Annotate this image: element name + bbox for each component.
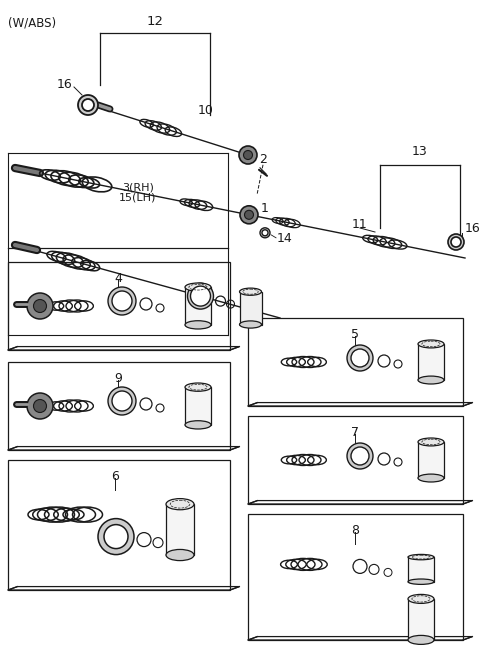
Circle shape: [34, 300, 47, 312]
Bar: [248, 318, 463, 406]
Circle shape: [351, 447, 369, 465]
Ellipse shape: [166, 499, 194, 510]
Bar: [408, 599, 434, 640]
Circle shape: [260, 228, 270, 238]
Text: 10: 10: [198, 104, 214, 117]
Circle shape: [108, 387, 136, 415]
Circle shape: [112, 291, 132, 311]
Circle shape: [351, 349, 369, 367]
Ellipse shape: [185, 383, 211, 391]
Bar: [8, 362, 230, 450]
Text: 5: 5: [351, 328, 359, 341]
Ellipse shape: [418, 340, 444, 348]
Ellipse shape: [408, 554, 434, 560]
Bar: [418, 344, 444, 380]
Bar: [185, 387, 211, 425]
Text: (W/ABS): (W/ABS): [8, 16, 56, 29]
Circle shape: [34, 400, 47, 413]
Text: 8: 8: [351, 524, 359, 537]
Bar: [185, 287, 211, 325]
Text: 14: 14: [277, 232, 293, 245]
Ellipse shape: [418, 438, 444, 446]
Circle shape: [451, 237, 461, 247]
Text: 11: 11: [352, 218, 368, 230]
Text: 2: 2: [259, 154, 267, 167]
Text: 16: 16: [57, 77, 73, 91]
Text: 6: 6: [111, 470, 119, 483]
Text: 4: 4: [114, 272, 122, 285]
Text: 3(RH): 3(RH): [122, 183, 154, 193]
Circle shape: [347, 443, 373, 469]
Circle shape: [188, 283, 214, 309]
Circle shape: [27, 393, 53, 419]
Ellipse shape: [166, 550, 194, 561]
Circle shape: [347, 345, 373, 371]
Bar: [418, 442, 444, 478]
Ellipse shape: [408, 594, 434, 604]
Text: 7: 7: [351, 426, 359, 439]
Text: 12: 12: [146, 15, 164, 28]
Ellipse shape: [408, 636, 434, 644]
Bar: [240, 292, 262, 325]
Circle shape: [243, 150, 252, 159]
Circle shape: [27, 293, 53, 319]
Circle shape: [104, 525, 128, 548]
Circle shape: [112, 391, 132, 411]
Bar: [8, 460, 230, 590]
Circle shape: [78, 95, 98, 115]
Text: 1: 1: [261, 202, 269, 215]
Text: 15(LH): 15(LH): [120, 193, 156, 203]
Bar: [248, 416, 463, 504]
Circle shape: [244, 211, 253, 219]
Circle shape: [98, 519, 134, 554]
Circle shape: [262, 230, 268, 236]
Bar: [408, 557, 434, 582]
Text: 9: 9: [114, 372, 122, 385]
Ellipse shape: [185, 420, 211, 429]
Ellipse shape: [408, 579, 434, 584]
Circle shape: [82, 99, 94, 111]
Text: 16: 16: [465, 222, 480, 234]
Ellipse shape: [418, 376, 444, 384]
Ellipse shape: [240, 321, 262, 328]
Bar: [248, 514, 463, 640]
Circle shape: [191, 286, 211, 306]
Circle shape: [240, 206, 258, 224]
Ellipse shape: [240, 288, 262, 295]
Bar: [166, 504, 194, 555]
Ellipse shape: [185, 321, 211, 329]
Ellipse shape: [418, 474, 444, 482]
Circle shape: [448, 234, 464, 250]
Text: 13: 13: [412, 145, 428, 158]
Bar: [8, 262, 230, 350]
Circle shape: [239, 146, 257, 164]
Circle shape: [108, 287, 136, 315]
Ellipse shape: [185, 283, 211, 291]
